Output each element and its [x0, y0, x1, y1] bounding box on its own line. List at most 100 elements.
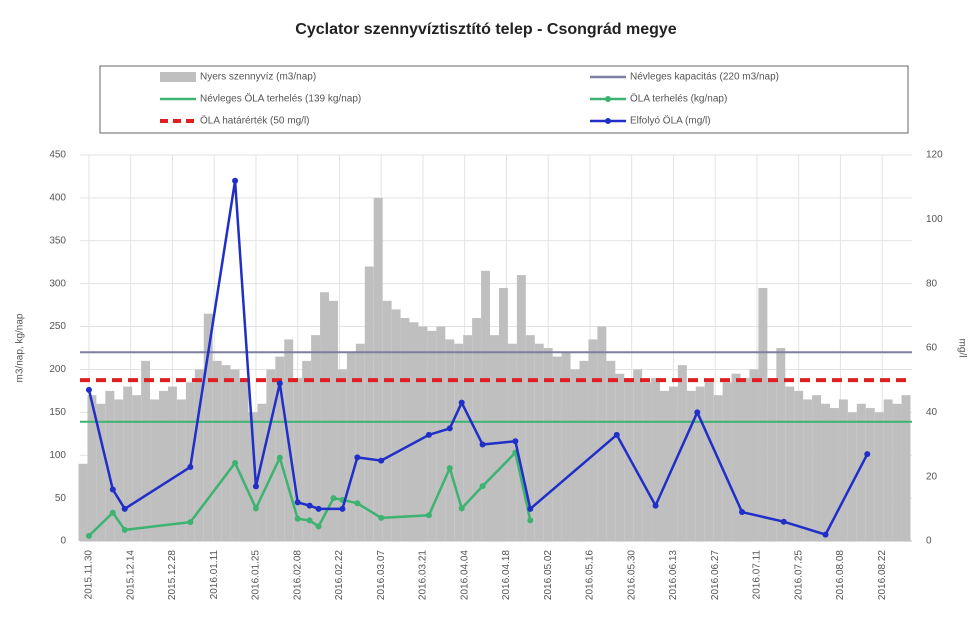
marker	[187, 519, 194, 526]
bar	[391, 309, 401, 541]
bar	[320, 292, 330, 541]
legend-box	[99, 65, 909, 134]
y-tick-label: 100	[49, 450, 66, 461]
x-tick-label: 2016.05.16	[585, 550, 596, 600]
bar	[606, 360, 616, 541]
x-tick-label: 2016.03.21	[418, 550, 429, 600]
legend-label: Névleges kapacitás (220 m3/nap)	[630, 72, 779, 83]
x-tick-label: 2016.06.27	[710, 550, 721, 600]
x-tick-label: 2016.05.02	[543, 550, 554, 600]
bar	[892, 403, 902, 541]
bar	[159, 390, 168, 541]
bar	[481, 270, 491, 541]
marker	[425, 512, 432, 519]
marker	[354, 500, 361, 507]
bar	[248, 412, 258, 541]
bar	[239, 378, 249, 541]
bar	[96, 403, 106, 541]
bar	[794, 390, 804, 541]
y-tick-label: 400	[49, 193, 66, 204]
bar	[749, 369, 759, 541]
bar	[275, 356, 285, 541]
bar	[543, 348, 553, 541]
x-tick-label: 2016.07.25	[793, 550, 804, 600]
bar	[767, 378, 777, 541]
bar	[212, 360, 222, 541]
bar	[266, 369, 276, 541]
y-tick-label: 200	[49, 364, 66, 375]
bar	[740, 378, 750, 541]
bar	[588, 339, 598, 541]
marker	[339, 505, 346, 512]
x-tick-label: 2015.11.30	[84, 550, 95, 600]
bar	[150, 399, 160, 541]
y2-tick-label: 100	[926, 214, 943, 225]
marker	[232, 177, 239, 184]
marker	[739, 509, 746, 516]
legend-swatch	[160, 72, 196, 82]
line	[88, 450, 532, 537]
bar	[203, 313, 213, 541]
marker	[354, 454, 361, 461]
bar	[570, 369, 580, 541]
bar	[874, 412, 884, 541]
bar	[194, 369, 204, 541]
bar	[785, 386, 795, 541]
bar	[114, 399, 124, 541]
legend-label: Elfolyó ÖLA (mg/l)	[630, 115, 711, 127]
bar	[865, 408, 875, 541]
bar	[847, 412, 857, 541]
x-tick-label: 2016.08.08	[835, 550, 846, 600]
bar	[463, 335, 473, 541]
legend-marker	[605, 118, 611, 124]
legend-label: ÖLA terhelés (kg/nap)	[630, 93, 727, 105]
bar	[758, 287, 768, 541]
line	[87, 180, 869, 537]
x-tick-label: 2016.02.08	[292, 550, 303, 600]
bar	[686, 390, 696, 541]
marker	[652, 502, 659, 509]
marker	[330, 495, 337, 502]
marker	[315, 523, 322, 530]
bar	[400, 317, 410, 541]
bar	[713, 395, 723, 541]
y-tick-label: 250	[49, 321, 66, 332]
bar	[346, 352, 356, 541]
legend-label: ÖLA határérték (50 mg/l)	[200, 115, 310, 127]
y2-tick-label: 120	[926, 150, 943, 161]
bar	[418, 326, 428, 541]
bar	[534, 343, 544, 541]
y-tick-label: 300	[49, 278, 66, 289]
legend-marker	[605, 96, 611, 102]
bar	[695, 386, 705, 541]
bar	[812, 395, 822, 541]
bar	[615, 373, 625, 541]
y2-tick-label: 0	[926, 536, 932, 547]
marker	[425, 431, 432, 438]
marker	[276, 454, 283, 461]
marker	[613, 431, 620, 438]
bar	[660, 390, 669, 541]
bar	[364, 266, 374, 541]
marker	[446, 425, 453, 432]
bar	[311, 335, 321, 541]
legend-label: Névleges ÖLA terhelés (139 kg/nap)	[200, 93, 361, 105]
marker	[458, 399, 465, 406]
marker	[109, 509, 116, 516]
marker	[294, 499, 301, 506]
bar	[230, 369, 240, 541]
bar	[856, 403, 866, 541]
bar	[355, 343, 365, 541]
marker	[252, 483, 259, 490]
marker	[306, 517, 313, 524]
bar	[490, 335, 499, 541]
bar	[257, 403, 267, 541]
marker	[378, 457, 385, 464]
bar	[78, 463, 88, 541]
marker	[446, 465, 453, 472]
y-tick-label: 450	[49, 150, 66, 161]
bar	[427, 330, 437, 541]
bar	[821, 403, 830, 541]
bar	[141, 360, 151, 541]
